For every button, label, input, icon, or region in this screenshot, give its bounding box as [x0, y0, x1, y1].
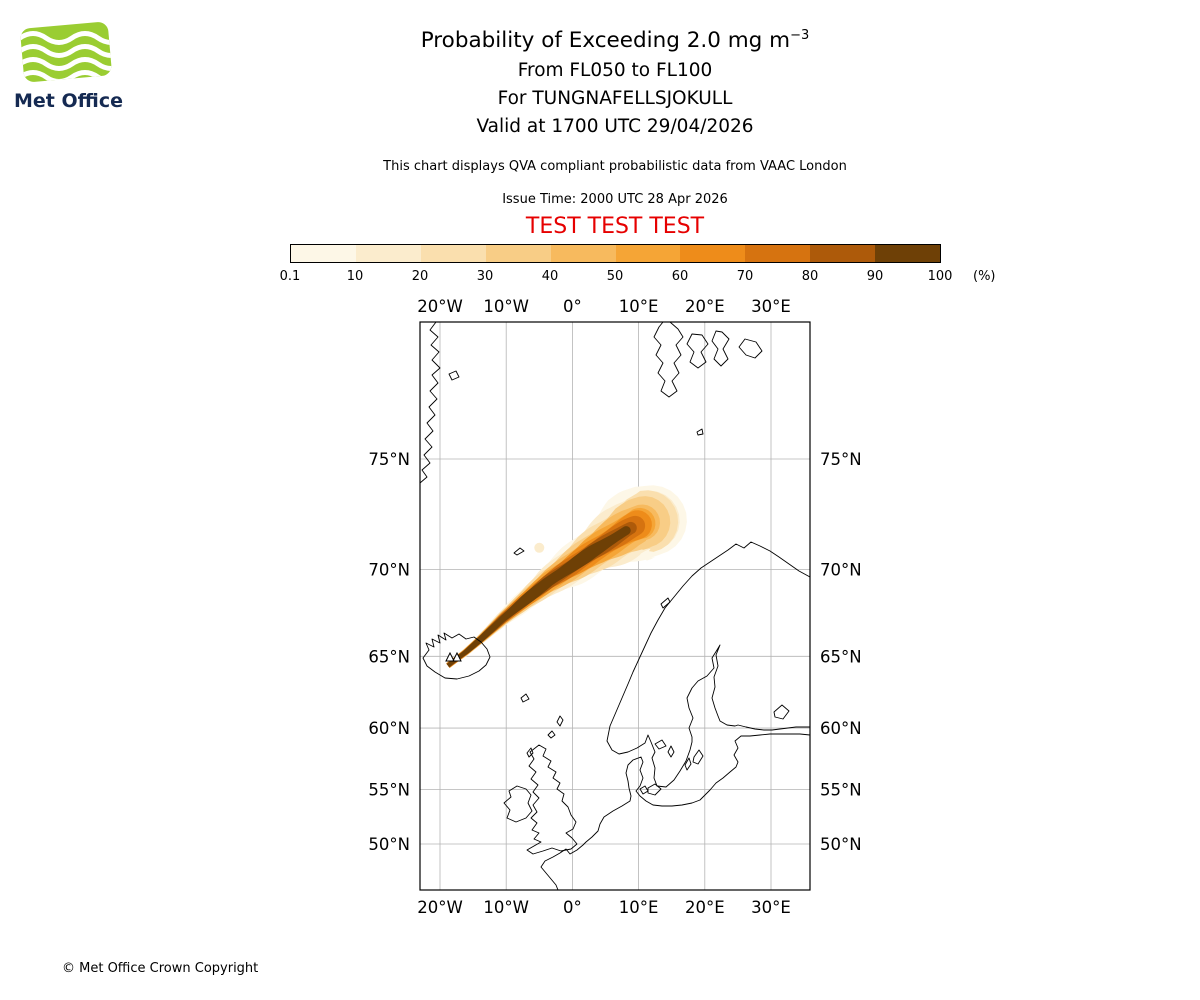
probability-colorbar: [290, 244, 941, 263]
subtitle-volcano: For TUNGNAFELLSJOKULL: [497, 88, 733, 110]
chart-title-text: Probability of Exceeding 2.0 mg m: [420, 28, 791, 54]
colorbar-tick: 80: [801, 269, 819, 284]
colorbar-tick: 90: [866, 269, 884, 284]
colorbar-tick-labels: (%) 0.1 10 20 30 40 50 60 70 80 90 100: [280, 269, 1070, 285]
title-block: Probability of Exceeding 2.0 mg m−3 From…: [15, 28, 1200, 137]
colorbar-segment-4: [485, 245, 551, 262]
lon-label-bottom: 0°: [563, 898, 582, 917]
island-faroe: [520, 693, 530, 703]
lake-ladoga: [773, 704, 790, 720]
colorbar-tick: 40: [541, 269, 559, 284]
lat-label-left: 55°N: [368, 781, 410, 800]
lon-label-bottom: 20°W: [417, 898, 463, 917]
coastline-iceland: [422, 632, 491, 680]
lon-label-bottom: 10°W: [483, 898, 529, 917]
colorbar-tick: 70: [736, 269, 754, 284]
logo-wordmark: Met Office: [14, 90, 123, 112]
coastline-baltic-europe: [540, 733, 810, 890]
lat-label-left: 70°N: [368, 561, 410, 580]
issue-time: Issue Time: 2000 UTC 28 Apr 2026: [502, 192, 728, 207]
island-orkney: [547, 730, 556, 739]
qva-description: This chart displays QVA compliant probab…: [383, 159, 847, 174]
colorbar-tick: 60: [671, 269, 689, 284]
lon-label-top: 10°E: [619, 297, 659, 316]
colorbar-tick: 30: [476, 269, 494, 284]
island-greenland-offshore: [448, 370, 460, 381]
test-banner: TEST TEST TEST: [525, 214, 705, 239]
ash-plume: [446, 485, 687, 669]
title-superscript: −3: [790, 28, 810, 43]
lon-label-top: 20°E: [685, 297, 725, 316]
island-funen: [639, 785, 649, 795]
colorbar-segment-9: [810, 245, 876, 262]
colorbar-unit-label: (%): [973, 269, 996, 284]
met-office-logo-mark: [19, 22, 113, 83]
axis-labels: 20°W 20°W 10°W 10°W 0° 0° 10°E 10°E 20°E 20°E 30°E…: [368, 297, 861, 917]
map: 20°W 20°W 10°W 10°W 0° 0° 10°E 10°E 20°E 20°E 30°E…: [368, 297, 861, 917]
lon-label-bottom: 10°E: [619, 898, 659, 917]
subtitle-flight-levels: From FL050 to FL100: [517, 60, 713, 82]
coastline-svalbard: [653, 322, 684, 398]
island-oland: [684, 757, 692, 771]
colorbar-segment-3: [420, 245, 486, 262]
lon-label-top: 20°W: [417, 297, 463, 316]
chart-title: Probability of Exceeding 2.0 mg m−3: [15, 28, 1200, 53]
coastline-greenland: [420, 322, 441, 484]
lat-label-right: 55°N: [820, 781, 862, 800]
colorbar-tick: 10: [346, 269, 364, 284]
lake-vattern: [667, 745, 675, 758]
lat-label-left: 60°N: [368, 719, 410, 738]
island-gotland: [692, 749, 704, 765]
lat-label-left: 65°N: [368, 647, 410, 666]
coastlines: [420, 322, 810, 890]
lat-label-left: 75°N: [368, 450, 410, 469]
lake-vanern: [654, 739, 667, 750]
lon-label-top: 10°W: [483, 297, 529, 316]
island-jan-mayen: [513, 547, 525, 556]
grid-lines: [420, 322, 810, 890]
island-bear: [696, 428, 704, 436]
lat-label-right: 50°N: [820, 835, 862, 854]
subtitle-valid-time: Valid at 1700 UTC 29/04/2026: [476, 116, 754, 138]
coastline-scandinavia: [606, 541, 810, 788]
coastline-ireland: [503, 785, 533, 823]
colorbar-segment-7: [680, 245, 746, 262]
plume-patch: [534, 542, 545, 553]
colorbar-segment-2: [355, 245, 421, 262]
map-border: [419, 321, 811, 891]
coastline-svalbard: [686, 333, 709, 369]
colorbar-segment-5: [550, 245, 616, 262]
lat-label-left: 50°N: [368, 835, 410, 854]
lat-label-right: 75°N: [820, 450, 862, 469]
colorbar-segment-8: [745, 245, 811, 262]
colorbar-segment-6: [615, 245, 681, 262]
plume-band-90pct: [446, 526, 631, 668]
island-shetland: [556, 715, 564, 727]
lon-label-bottom: 30°E: [751, 898, 791, 917]
colorbar-segment-1: [291, 245, 356, 262]
met-office-logo: Met Office: [12, 20, 137, 120]
colorbar-tick: 100: [927, 269, 953, 284]
coastline-britain: [526, 744, 578, 855]
lat-label-right: 65°N: [820, 647, 862, 666]
colorbar-tick: 50: [606, 269, 624, 284]
island-hebrides: [526, 747, 534, 758]
colorbar-segment-10: [875, 245, 941, 262]
coastline-svalbard: [711, 330, 730, 367]
lon-label-bottom: 20°E: [685, 898, 725, 917]
colorbar-tick: 0.1: [279, 269, 301, 284]
lat-label-right: 60°N: [820, 719, 862, 738]
lon-label-top: 30°E: [751, 297, 791, 316]
colorbar-tick: 20: [411, 269, 429, 284]
lon-label-top: 0°: [563, 297, 582, 316]
copyright-notice: © Met Office Crown Copyright: [62, 961, 259, 976]
island-zealand: [647, 783, 662, 796]
coastline-svalbard: [738, 338, 763, 359]
volcano-marker: [445, 651, 462, 662]
lat-label-right: 70°N: [820, 561, 862, 580]
